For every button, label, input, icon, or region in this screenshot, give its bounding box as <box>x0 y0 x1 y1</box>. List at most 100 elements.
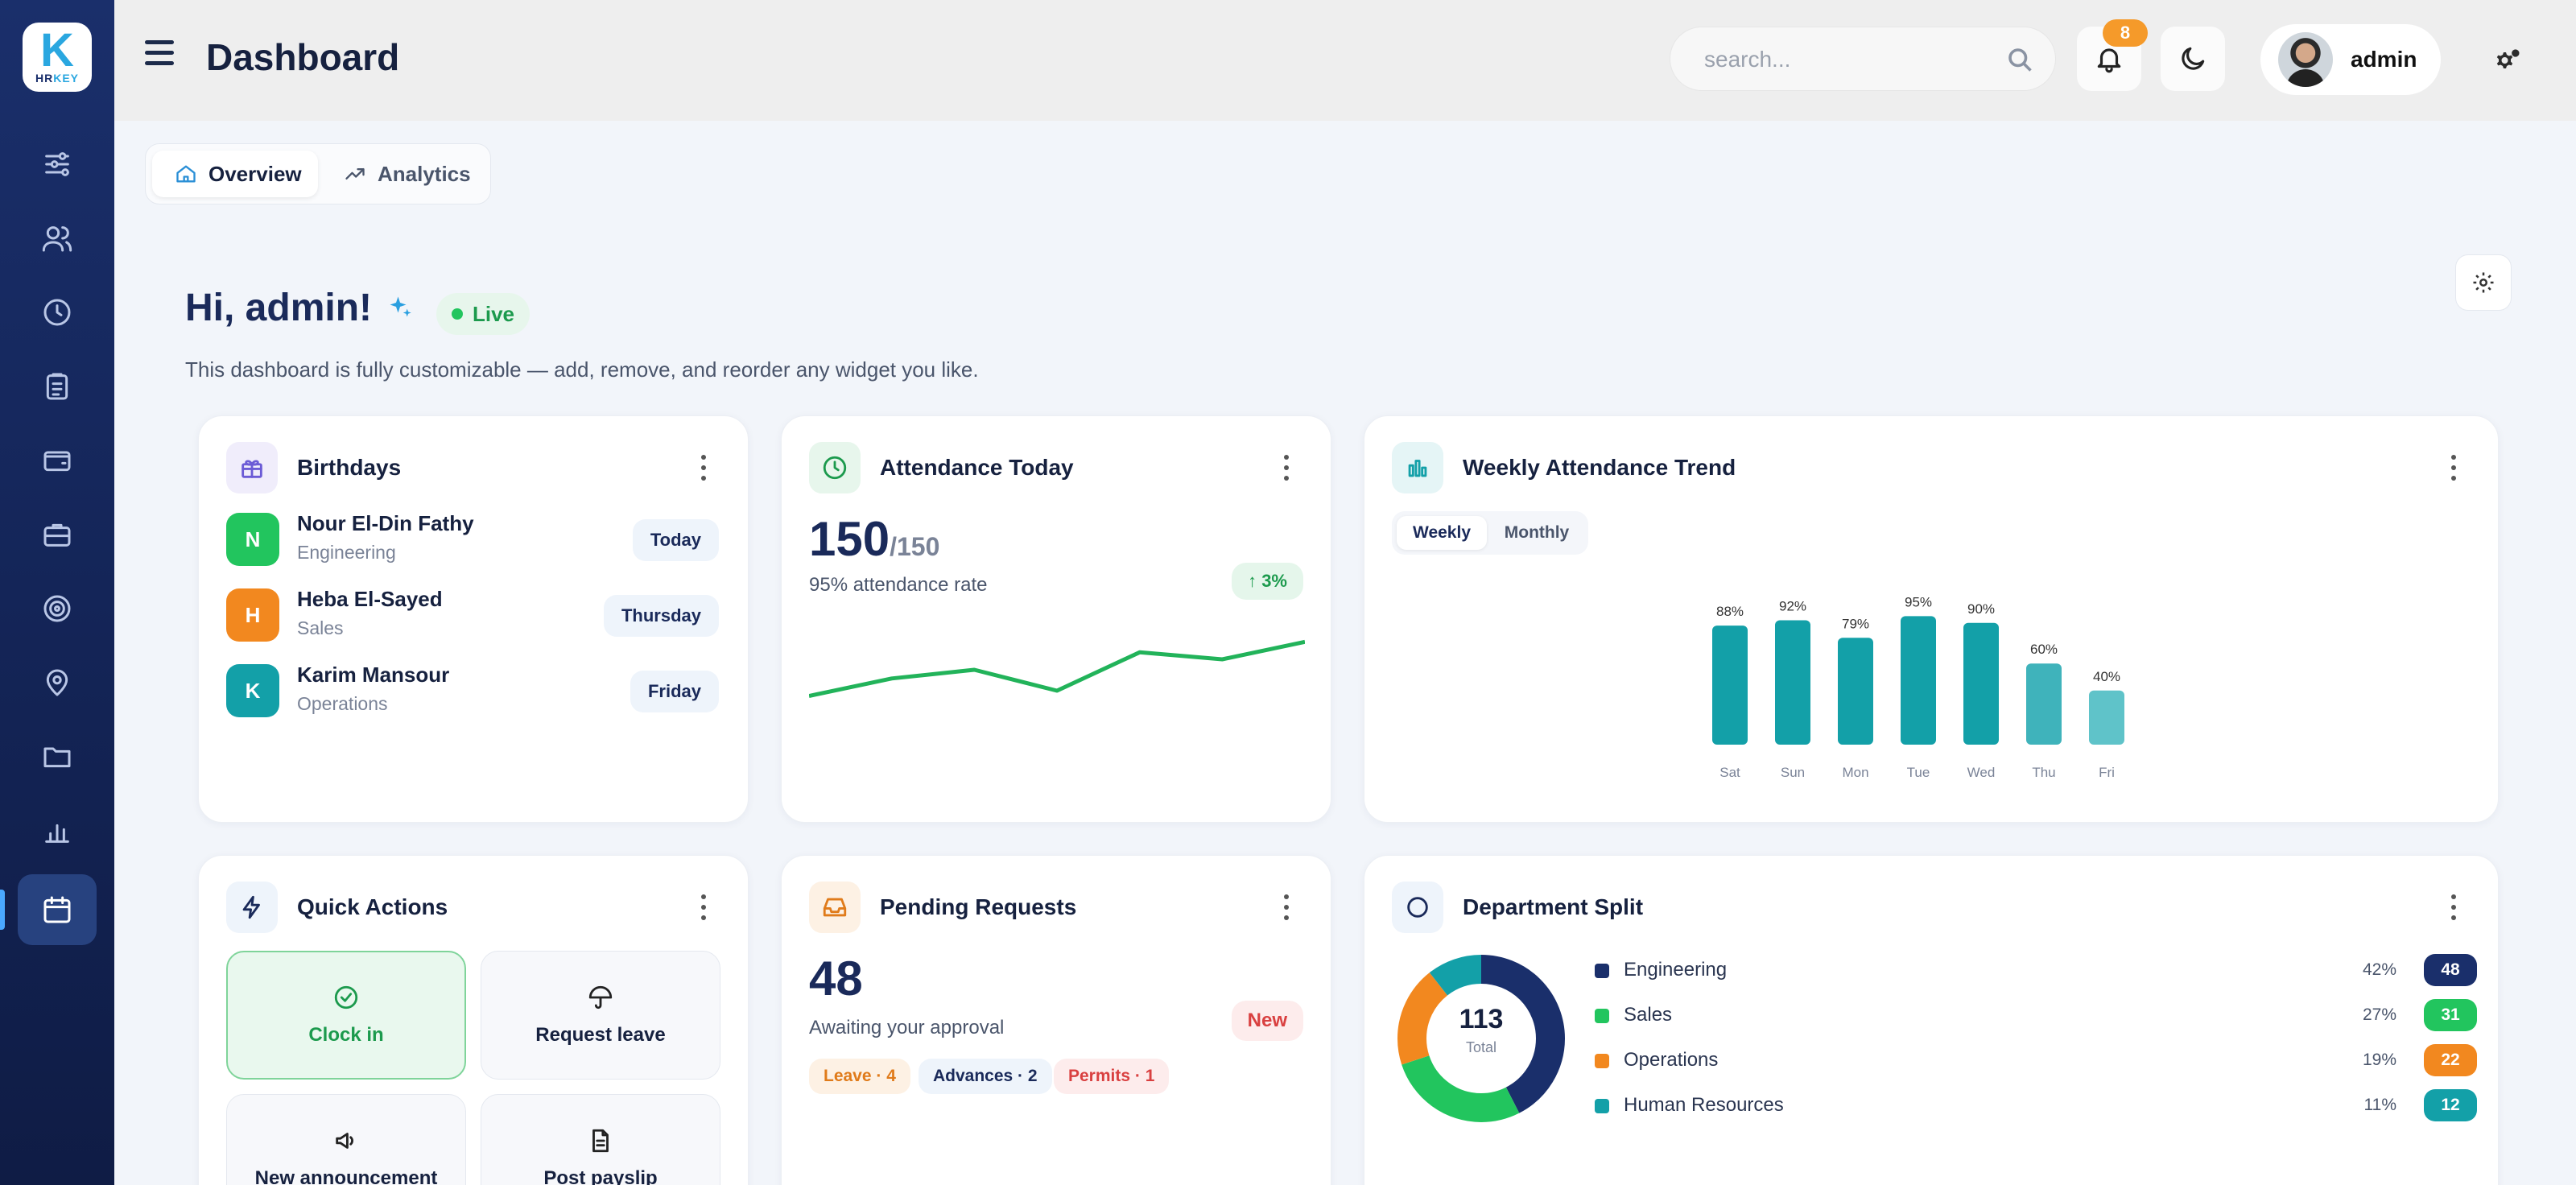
legend-swatch <box>1595 964 1609 978</box>
user-menu[interactable]: admin <box>2260 24 2441 95</box>
birthday-row[interactable]: K Karim Mansour Operations Friday <box>226 659 719 724</box>
users-icon <box>42 226 72 252</box>
department-menu-icon[interactable] <box>2450 894 2458 920</box>
birthday-name: Nour El-Din Fathy <box>297 511 474 535</box>
attendance-title: Attendance Today <box>880 455 1074 480</box>
logo[interactable]: K HRKEY <box>23 23 92 92</box>
sidebar-item-goals[interactable] <box>18 573 97 644</box>
sidebar-item-attendance[interactable] <box>18 277 97 348</box>
bar-category-label: Thu <box>2032 765 2055 778</box>
greeting-title: Hi, admin! <box>185 287 373 329</box>
birthday-avatar: H <box>226 588 279 642</box>
toggle-monthly[interactable]: Monthly <box>1504 523 1570 542</box>
bar-sat[interactable] <box>1712 626 1748 745</box>
search-input[interactable] <box>1704 45 1994 74</box>
search-box[interactable] <box>1670 27 2056 91</box>
toggle-weekly[interactable]: Weekly <box>1397 516 1487 550</box>
birthday-day-badge: Friday <box>630 671 719 712</box>
bar-value-label: 88% <box>1716 604 1744 619</box>
birthdays-card: Birthdays N Nour El-Din Fathy Engineering T… <box>198 415 749 823</box>
bar-value-label: 95% <box>1905 594 1932 609</box>
menu-toggle-icon[interactable] <box>145 40 177 72</box>
sidebar-item-reports[interactable] <box>18 795 97 866</box>
clock-in-button[interactable]: Clock in <box>226 951 466 1080</box>
tab-overview-label: Overview <box>208 161 302 186</box>
folder-icon <box>43 747 71 768</box>
weekly-trend-card: Weekly Attendance Trend Weekly Monthly 8… <box>1364 415 2499 823</box>
quick-actions-card: Quick Actions Clock in Request leave New… <box>198 855 749 1185</box>
search-icon[interactable] <box>2005 45 2034 74</box>
request-leave-button[interactable]: Request leave <box>481 951 720 1080</box>
attendance-sparkline <box>809 639 1305 698</box>
attendance-rate: 95% attendance rate <box>809 574 988 596</box>
birthday-name: Heba El-Sayed <box>297 587 443 611</box>
theme-toggle-button[interactable] <box>2161 27 2225 91</box>
attendance-menu-icon[interactable] <box>1282 455 1290 481</box>
department-name: Sales <box>1624 1004 1673 1026</box>
bar-value-label: 79% <box>1842 616 1869 631</box>
sidebar-item-requests[interactable] <box>18 351 97 422</box>
permits-chip[interactable]: Permits · 1 <box>1054 1059 1170 1094</box>
new-announcement-button[interactable]: New announcement <box>226 1094 466 1185</box>
post-payslip-button[interactable]: Post payslip <box>481 1094 720 1185</box>
home-icon <box>176 165 196 183</box>
birthdays-menu-icon[interactable] <box>700 455 708 481</box>
sparkline-path <box>809 639 1305 698</box>
weekly-title: Weekly Attendance Trend <box>1463 455 1736 480</box>
donut-slice-operations[interactable] <box>1397 955 1565 1122</box>
bar-sun[interactable] <box>1775 620 1810 745</box>
donut-slice-sales[interactable] <box>1397 955 1565 1122</box>
bar-chart-icon <box>45 824 69 843</box>
attendance-present: 150/150 <box>809 512 940 566</box>
gift-icon <box>242 460 262 478</box>
clock-icon <box>43 299 71 326</box>
attendance-total: /150 <box>890 532 940 561</box>
clipboard-icon <box>46 373 68 400</box>
moon-icon <box>2182 47 2205 70</box>
advances-chip[interactable]: Advances · 2 <box>919 1059 1052 1094</box>
post-payslip-label: Post payslip <box>543 1167 658 1185</box>
department-count-badge: 31 <box>2424 999 2477 1031</box>
donut-total-label: Total <box>1465 1039 1497 1055</box>
gear-icon <box>2473 272 2494 293</box>
sidebar-item-settings[interactable] <box>18 129 97 200</box>
weekly-menu-icon[interactable] <box>2450 455 2458 481</box>
department-name: Engineering <box>1624 959 1728 981</box>
sidebar-item-payroll[interactable] <box>18 425 97 496</box>
birthday-row[interactable]: H Heba El-Sayed Sales Thursday <box>226 584 719 648</box>
logo-letter: K <box>40 24 74 76</box>
department-count-badge: 22 <box>2424 1044 2477 1076</box>
department-row: Sales 27% 31 <box>1595 996 2477 1036</box>
bar-tue[interactable] <box>1901 616 1936 745</box>
quick-actions-menu-icon[interactable] <box>700 894 708 920</box>
system-settings-button[interactable] <box>2491 45 2523 77</box>
bar-mon[interactable] <box>1838 638 1873 745</box>
bar-category-label: Sat <box>1719 765 1740 778</box>
bar-fri[interactable] <box>2089 690 2124 745</box>
period-toggle: Weekly Monthly <box>1392 511 1588 555</box>
bar-thu[interactable] <box>2026 663 2062 745</box>
department-percent: 11% <box>2363 1096 2396 1114</box>
bar-value-label: 92% <box>1779 598 1806 613</box>
bar-value-label: 90% <box>1967 601 1995 617</box>
birthday-row[interactable]: N Nour El-Din Fathy Engineering Today <box>226 508 719 572</box>
sidebar-item-documents[interactable] <box>18 721 97 792</box>
sidebar-item-locations[interactable] <box>18 647 97 718</box>
sidebar-item-jobs[interactable] <box>18 499 97 570</box>
quick-actions-title: Quick Actions <box>297 894 448 919</box>
clock-icon <box>823 456 847 480</box>
tab-analytics[interactable]: Analytics <box>332 151 485 197</box>
pending-menu-icon[interactable] <box>1282 894 1290 920</box>
birthday-day-badge: Today <box>632 519 719 561</box>
bar-value-label: 40% <box>2093 669 2120 684</box>
donut-slice-human-resources[interactable] <box>1397 955 1565 1122</box>
bar-wed[interactable] <box>1963 622 1999 745</box>
tab-overview[interactable]: Overview <box>152 151 318 197</box>
customize-dashboard-button[interactable] <box>2455 254 2512 311</box>
birthday-avatar: K <box>226 664 279 717</box>
leave-chip[interactable]: Leave · 4 <box>809 1059 910 1094</box>
sidebar-item-calendar[interactable] <box>18 874 97 945</box>
tab-analytics-label: Analytics <box>378 161 471 186</box>
sidebar-item-employees[interactable] <box>18 203 97 274</box>
department-percent: 42% <box>2362 960 2396 979</box>
